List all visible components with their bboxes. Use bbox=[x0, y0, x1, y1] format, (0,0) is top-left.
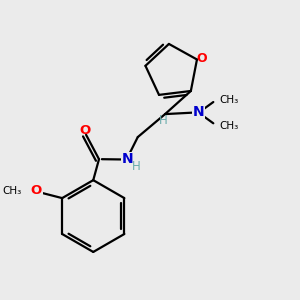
Text: N: N bbox=[122, 152, 134, 167]
Text: N: N bbox=[192, 105, 204, 119]
Text: H: H bbox=[131, 160, 140, 173]
Text: CH₃: CH₃ bbox=[220, 121, 239, 130]
Text: O: O bbox=[79, 124, 90, 137]
Text: CH₃: CH₃ bbox=[220, 95, 239, 105]
Text: O: O bbox=[31, 184, 42, 197]
Text: H: H bbox=[159, 114, 168, 127]
Text: O: O bbox=[197, 52, 207, 64]
Text: CH₃: CH₃ bbox=[3, 186, 22, 196]
